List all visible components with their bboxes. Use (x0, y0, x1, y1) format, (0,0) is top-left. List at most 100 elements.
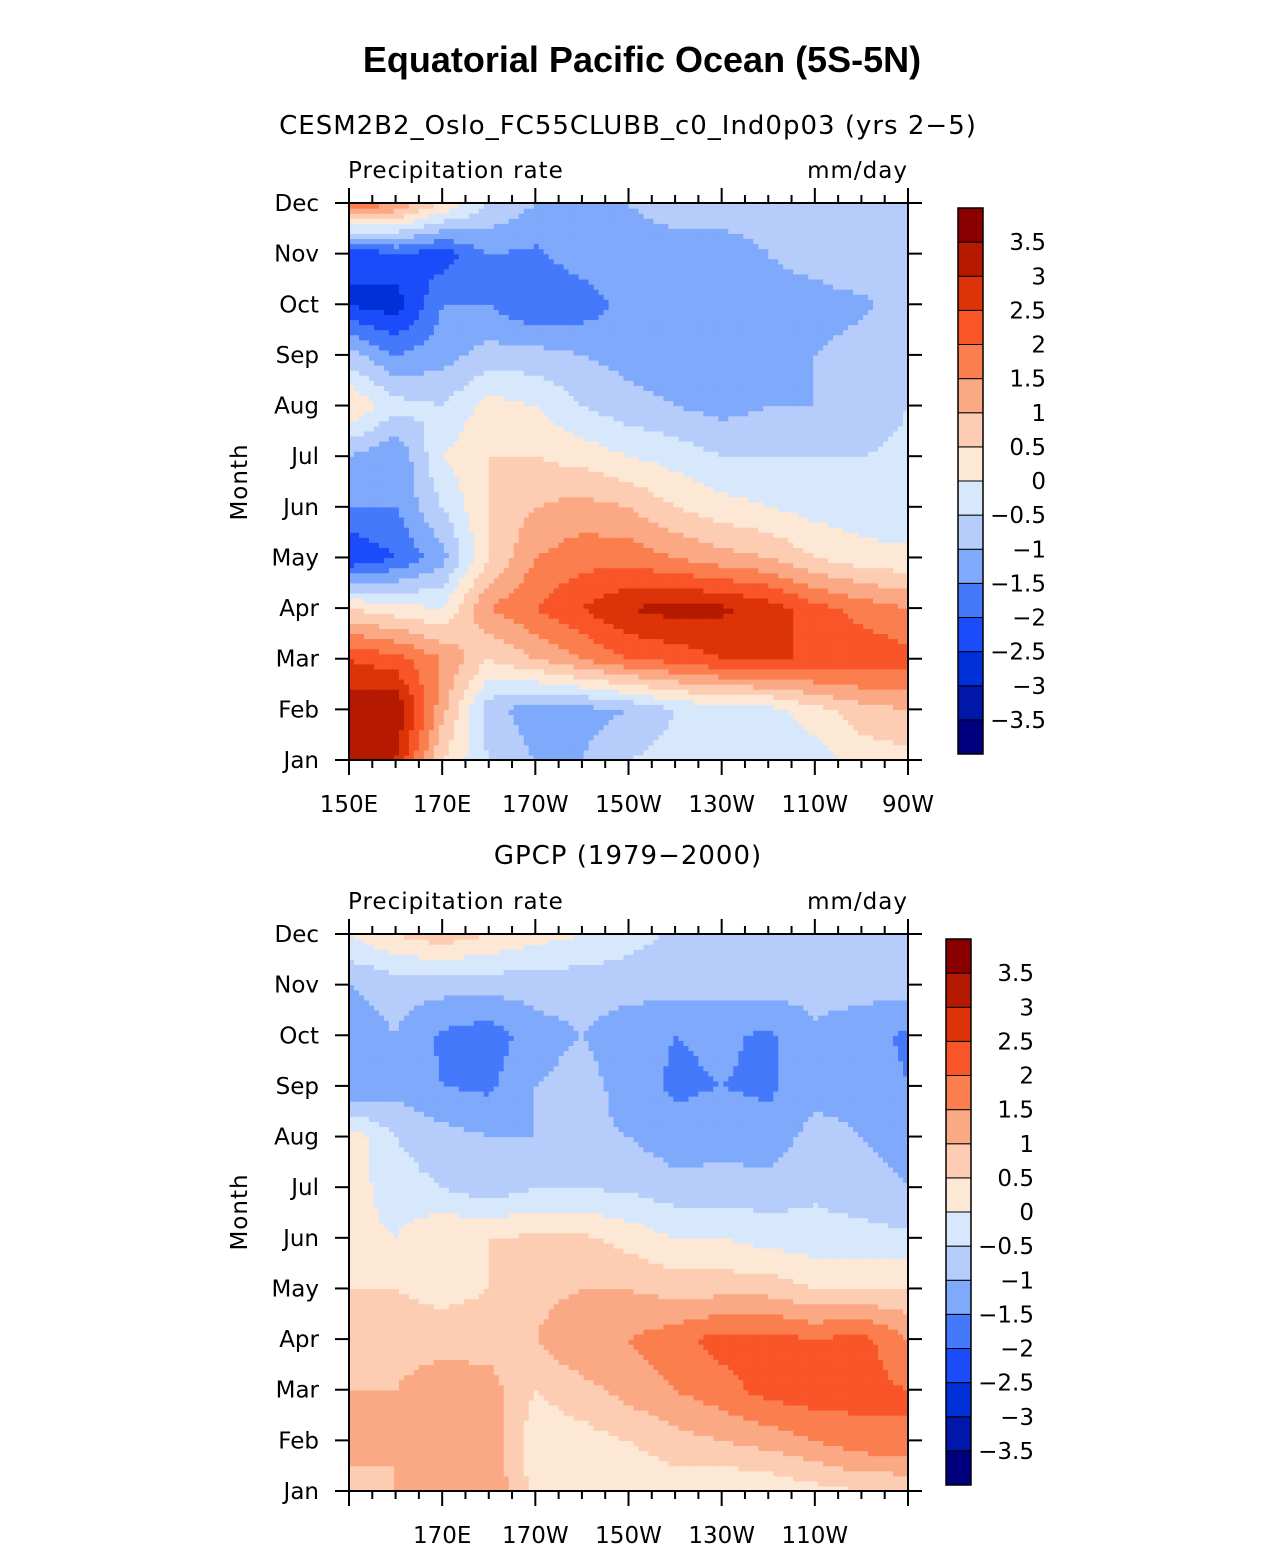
field-cell (399, 714, 405, 720)
field-cell (673, 684, 679, 690)
field-cell (693, 623, 699, 629)
field-cell (858, 537, 864, 543)
field-cell (599, 547, 605, 553)
field-cell (569, 537, 575, 543)
field-cell (419, 704, 425, 710)
field-cell (534, 745, 540, 751)
field-cell (614, 557, 620, 563)
field-cell (484, 730, 490, 736)
field-cell (354, 638, 360, 644)
field-cell (758, 704, 764, 710)
field-cell (614, 719, 620, 725)
field-cell (863, 719, 869, 725)
field-cell (414, 654, 420, 660)
field-cell (424, 557, 430, 563)
field-cell (564, 542, 570, 548)
field-cell (404, 750, 410, 756)
field-cell (738, 709, 744, 715)
field-cell (454, 573, 460, 579)
field-cell (619, 563, 625, 569)
field-cell (863, 608, 869, 614)
field-cell (803, 694, 809, 700)
field-cell (369, 679, 375, 685)
field-cell (514, 669, 520, 675)
field-cell (514, 542, 520, 548)
field-cell (663, 618, 669, 624)
field-cell (459, 578, 465, 584)
field-cell (773, 638, 779, 644)
field-cell (374, 750, 380, 756)
field-cell (494, 598, 500, 604)
field-cell (738, 537, 744, 543)
field-cell (668, 537, 674, 543)
field-cell (519, 699, 525, 705)
field-cell (813, 709, 819, 715)
field-cell (539, 745, 545, 751)
field-cell (619, 618, 625, 624)
field-cell (519, 745, 525, 751)
field-cell (374, 578, 380, 584)
field-cell (514, 532, 520, 538)
field-cell (808, 745, 814, 751)
field-cell (499, 603, 505, 609)
field-cell (584, 598, 590, 604)
field-cell (579, 745, 585, 751)
field-cell (828, 623, 834, 629)
field-cell (873, 588, 879, 594)
field-cell (708, 740, 714, 746)
field-cell (888, 684, 894, 690)
field-cell (589, 593, 595, 599)
field-cell (753, 603, 759, 609)
field-cell (569, 669, 575, 675)
field-cell (763, 664, 769, 670)
field-cell (888, 709, 894, 715)
field-cell (509, 603, 515, 609)
field-cell (838, 583, 844, 589)
field-cell (419, 633, 425, 639)
field-cell (429, 740, 435, 746)
field-cell (693, 603, 699, 609)
field-cell (858, 547, 864, 553)
field-cell (893, 557, 899, 563)
field-cell (718, 674, 724, 680)
field-cell (419, 623, 425, 629)
field-cell (449, 532, 455, 538)
field-cell (459, 537, 465, 543)
field-cell (658, 542, 664, 548)
field-cell (599, 654, 605, 660)
field-cell (434, 578, 440, 584)
field-cell (803, 557, 809, 563)
field-cell (883, 563, 889, 569)
field-cell (619, 628, 625, 634)
field-cell (519, 664, 525, 670)
field-cell (678, 684, 684, 690)
field-cell (419, 532, 425, 538)
field-cell (524, 532, 530, 538)
field-cell (693, 618, 699, 624)
field-cell (524, 563, 530, 569)
field-cell (449, 714, 455, 720)
field-cell (848, 674, 854, 680)
field-cell (733, 618, 739, 624)
field-cell (384, 563, 390, 569)
field-cell (788, 578, 794, 584)
field-cell (539, 598, 545, 604)
field-cell (619, 709, 625, 715)
field-cell (848, 573, 854, 579)
field-cell (604, 633, 610, 639)
field-cell (469, 674, 475, 680)
field-cell (883, 669, 889, 675)
field-cell (683, 568, 689, 574)
field-cell (673, 633, 679, 639)
field-cell (629, 745, 635, 751)
field-cell (364, 730, 370, 736)
field-cell (604, 578, 610, 584)
field-cell (703, 628, 709, 634)
field-cell (444, 542, 450, 548)
field-cell (843, 638, 849, 644)
field-cell (369, 603, 375, 609)
field-cell (419, 578, 425, 584)
field-cell (818, 750, 824, 756)
field-cell (514, 588, 520, 594)
field-cell (389, 669, 395, 675)
